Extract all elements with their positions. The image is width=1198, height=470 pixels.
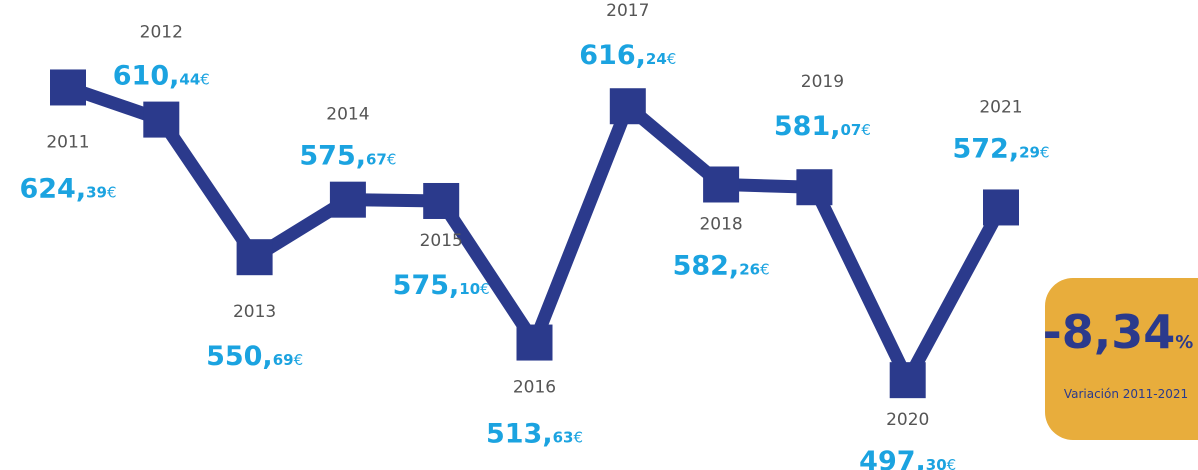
value-label: 497,30€ (859, 446, 956, 470)
badge-value: -8,34% (1043, 305, 1194, 359)
marker (143, 101, 180, 138)
marker (329, 181, 366, 218)
year-label: 2019 (801, 72, 844, 92)
value-label: 550,69€ (206, 341, 303, 372)
value-label: 624,39€ (19, 173, 116, 204)
marker (423, 182, 460, 219)
badge-box (1045, 278, 1198, 440)
value-label: 513,63€ (486, 419, 583, 450)
marker (983, 189, 1019, 226)
year-label: 2018 (699, 214, 742, 234)
value-label: 575,10€ (393, 270, 490, 301)
year-label: 2013 (233, 302, 276, 322)
value-label: 572,29€ (952, 133, 1049, 164)
year-label: 2015 (420, 231, 463, 251)
value-label: 610,44€ (113, 61, 210, 92)
marker (50, 69, 86, 106)
badge-caption: Variación 2011-2021 (1064, 387, 1188, 401)
year-label: 2020 (886, 410, 929, 430)
value-label: 616,24€ (579, 40, 676, 71)
value-label: 581,07€ (774, 111, 871, 142)
value-label: 575,67€ (299, 141, 396, 172)
marker (889, 362, 926, 399)
year-label: 2016 (513, 378, 556, 398)
year-label: 2014 (326, 105, 369, 125)
value-label: 582,26€ (673, 250, 770, 281)
marker (703, 166, 740, 203)
year-label: 2012 (140, 23, 183, 43)
marker (516, 324, 553, 361)
year-label: 2017 (606, 1, 649, 21)
year-label: 2011 (46, 132, 89, 152)
year-label: 2021 (979, 97, 1022, 117)
marker (609, 88, 646, 125)
marker (796, 169, 833, 206)
marker (236, 239, 273, 276)
